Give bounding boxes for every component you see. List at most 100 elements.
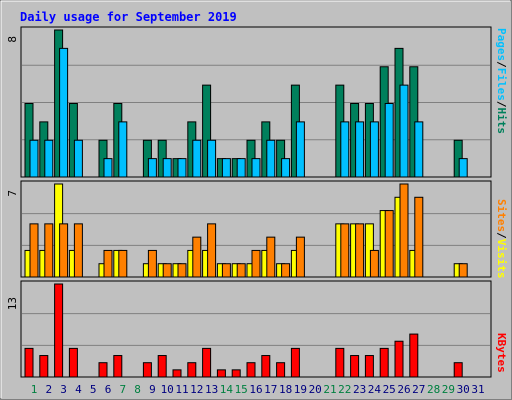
x-tick-label: 3 bbox=[60, 383, 67, 396]
bar-files-day-7 bbox=[118, 121, 128, 178]
bar-sites-day-10 bbox=[162, 263, 172, 278]
bar-files-day-12 bbox=[192, 139, 202, 178]
legend-sep-1: / bbox=[495, 61, 508, 68]
bar-kbytes-day-19 bbox=[290, 347, 300, 378]
bar-kbytes-day-17 bbox=[261, 355, 271, 378]
bar-files-day-18 bbox=[281, 158, 291, 178]
bar-files-day-1 bbox=[29, 139, 39, 178]
x-tick-label: 8 bbox=[134, 383, 141, 396]
bar-files-day-17 bbox=[266, 139, 276, 178]
bar-sites-day-17 bbox=[266, 236, 276, 278]
x-tick-label: 24 bbox=[368, 383, 382, 396]
bar-kbytes-day-30 bbox=[453, 362, 463, 378]
bar-kbytes-day-9 bbox=[142, 362, 152, 378]
bar-sites-day-12 bbox=[192, 236, 202, 278]
bar-kbytes-day-11 bbox=[172, 369, 182, 378]
bar-sites-day-11 bbox=[177, 263, 187, 278]
bar-kbytes-day-4 bbox=[68, 347, 78, 378]
x-tick-label: 19 bbox=[294, 383, 307, 396]
bar-sites-day-23 bbox=[355, 223, 365, 278]
x-tick-label: 18 bbox=[279, 383, 292, 396]
bar-files-day-30 bbox=[458, 158, 468, 178]
legend-middle: Sites/Visits bbox=[495, 199, 508, 279]
panel-middle-ymax: 7 bbox=[6, 190, 19, 197]
bar-sites-day-26 bbox=[399, 183, 409, 278]
bar-files-day-9 bbox=[147, 158, 157, 178]
bar-files-day-24 bbox=[369, 121, 379, 178]
bar-kbytes-day-26 bbox=[394, 340, 404, 378]
x-tick-label: 2 bbox=[45, 383, 52, 396]
bar-sites-day-19 bbox=[295, 236, 305, 278]
bars bbox=[24, 29, 468, 378]
bar-sites-day-1 bbox=[29, 223, 39, 278]
legend-visits: Visits bbox=[495, 239, 508, 279]
legend-bottom: KBytes bbox=[495, 333, 508, 373]
x-tick-label: 13 bbox=[205, 383, 218, 396]
bar-kbytes-day-1 bbox=[24, 347, 34, 378]
bar-files-day-2 bbox=[44, 139, 54, 178]
x-tick-label: 12 bbox=[190, 383, 203, 396]
bar-kbytes-day-12 bbox=[187, 362, 197, 378]
bar-files-day-25 bbox=[384, 103, 394, 178]
bar-kbytes-day-23 bbox=[350, 355, 360, 378]
bar-files-day-15 bbox=[236, 158, 246, 178]
bar-sites-day-25 bbox=[384, 210, 394, 278]
x-tick-label: 27 bbox=[412, 383, 425, 396]
x-tick-label: 26 bbox=[397, 383, 410, 396]
x-tick-label: 6 bbox=[105, 383, 112, 396]
bar-files-day-10 bbox=[162, 158, 172, 178]
bar-files-day-26 bbox=[399, 84, 409, 178]
bar-files-day-4 bbox=[73, 139, 83, 178]
bar-files-day-13 bbox=[207, 139, 217, 178]
panel-bottom bbox=[20, 280, 492, 378]
bar-sites-day-2 bbox=[44, 223, 54, 278]
x-tick-label: 11 bbox=[175, 383, 188, 396]
bar-kbytes-day-6 bbox=[98, 362, 108, 378]
bar-sites-day-15 bbox=[236, 263, 246, 278]
x-tick-label: 25 bbox=[383, 383, 396, 396]
bar-kbytes-day-16 bbox=[246, 362, 256, 378]
bar-kbytes-day-7 bbox=[113, 355, 123, 378]
x-tick-label: 9 bbox=[149, 383, 156, 396]
bar-kbytes-day-14 bbox=[216, 369, 226, 378]
legend-sites: Sites bbox=[495, 199, 508, 232]
bar-files-day-27 bbox=[414, 121, 424, 178]
bar-sites-day-30 bbox=[458, 263, 468, 278]
x-tick-label: 28 bbox=[427, 383, 440, 396]
legend-top: Pages/Files/Hits bbox=[495, 28, 508, 134]
x-tick-label: 29 bbox=[442, 383, 455, 396]
bar-sites-day-27 bbox=[414, 196, 424, 278]
panel-top-ymax: 8 bbox=[6, 36, 19, 43]
x-tick-label: 21 bbox=[323, 383, 336, 396]
bar-sites-day-6 bbox=[103, 249, 113, 278]
bar-sites-day-16 bbox=[251, 249, 261, 278]
x-tick-label: 4 bbox=[75, 383, 82, 396]
legend-sep-3: / bbox=[495, 232, 508, 239]
bar-kbytes-day-25 bbox=[379, 347, 389, 378]
bar-files-day-3 bbox=[59, 47, 69, 178]
bar-kbytes-day-10 bbox=[157, 355, 167, 378]
bar-kbytes-day-2 bbox=[39, 355, 49, 378]
chart-title: Daily usage for September 2019 bbox=[20, 10, 237, 24]
x-tick-label: 5 bbox=[90, 383, 97, 396]
bar-files-day-14 bbox=[221, 158, 231, 178]
bar-kbytes-day-3 bbox=[54, 283, 64, 378]
bar-kbytes-day-27 bbox=[409, 333, 419, 378]
bar-sites-day-24 bbox=[369, 249, 379, 278]
bar-sites-day-18 bbox=[281, 263, 291, 278]
x-tick-label: 7 bbox=[119, 383, 126, 396]
legend-sep-2: / bbox=[495, 101, 508, 108]
bar-sites-day-3 bbox=[59, 223, 69, 278]
x-axis-labels: 1 2 3 4 5 6 7 8 9 10 11 12 13 14 15 16 17 18 19 20 21 22 23 24 2… bbox=[31, 383, 485, 396]
x-tick-label: 20 bbox=[309, 383, 322, 396]
bar-kbytes-day-24 bbox=[364, 355, 374, 378]
legend-hits: Hits bbox=[495, 108, 508, 135]
x-tick-label: 23 bbox=[353, 383, 366, 396]
x-tick-label: 30 bbox=[457, 383, 470, 396]
bar-kbytes-day-15 bbox=[231, 369, 241, 378]
x-tick-label: 17 bbox=[264, 383, 277, 396]
bar-sites-day-13 bbox=[207, 223, 217, 278]
x-tick-label: 14 bbox=[220, 383, 234, 396]
bar-files-day-6 bbox=[103, 158, 113, 178]
